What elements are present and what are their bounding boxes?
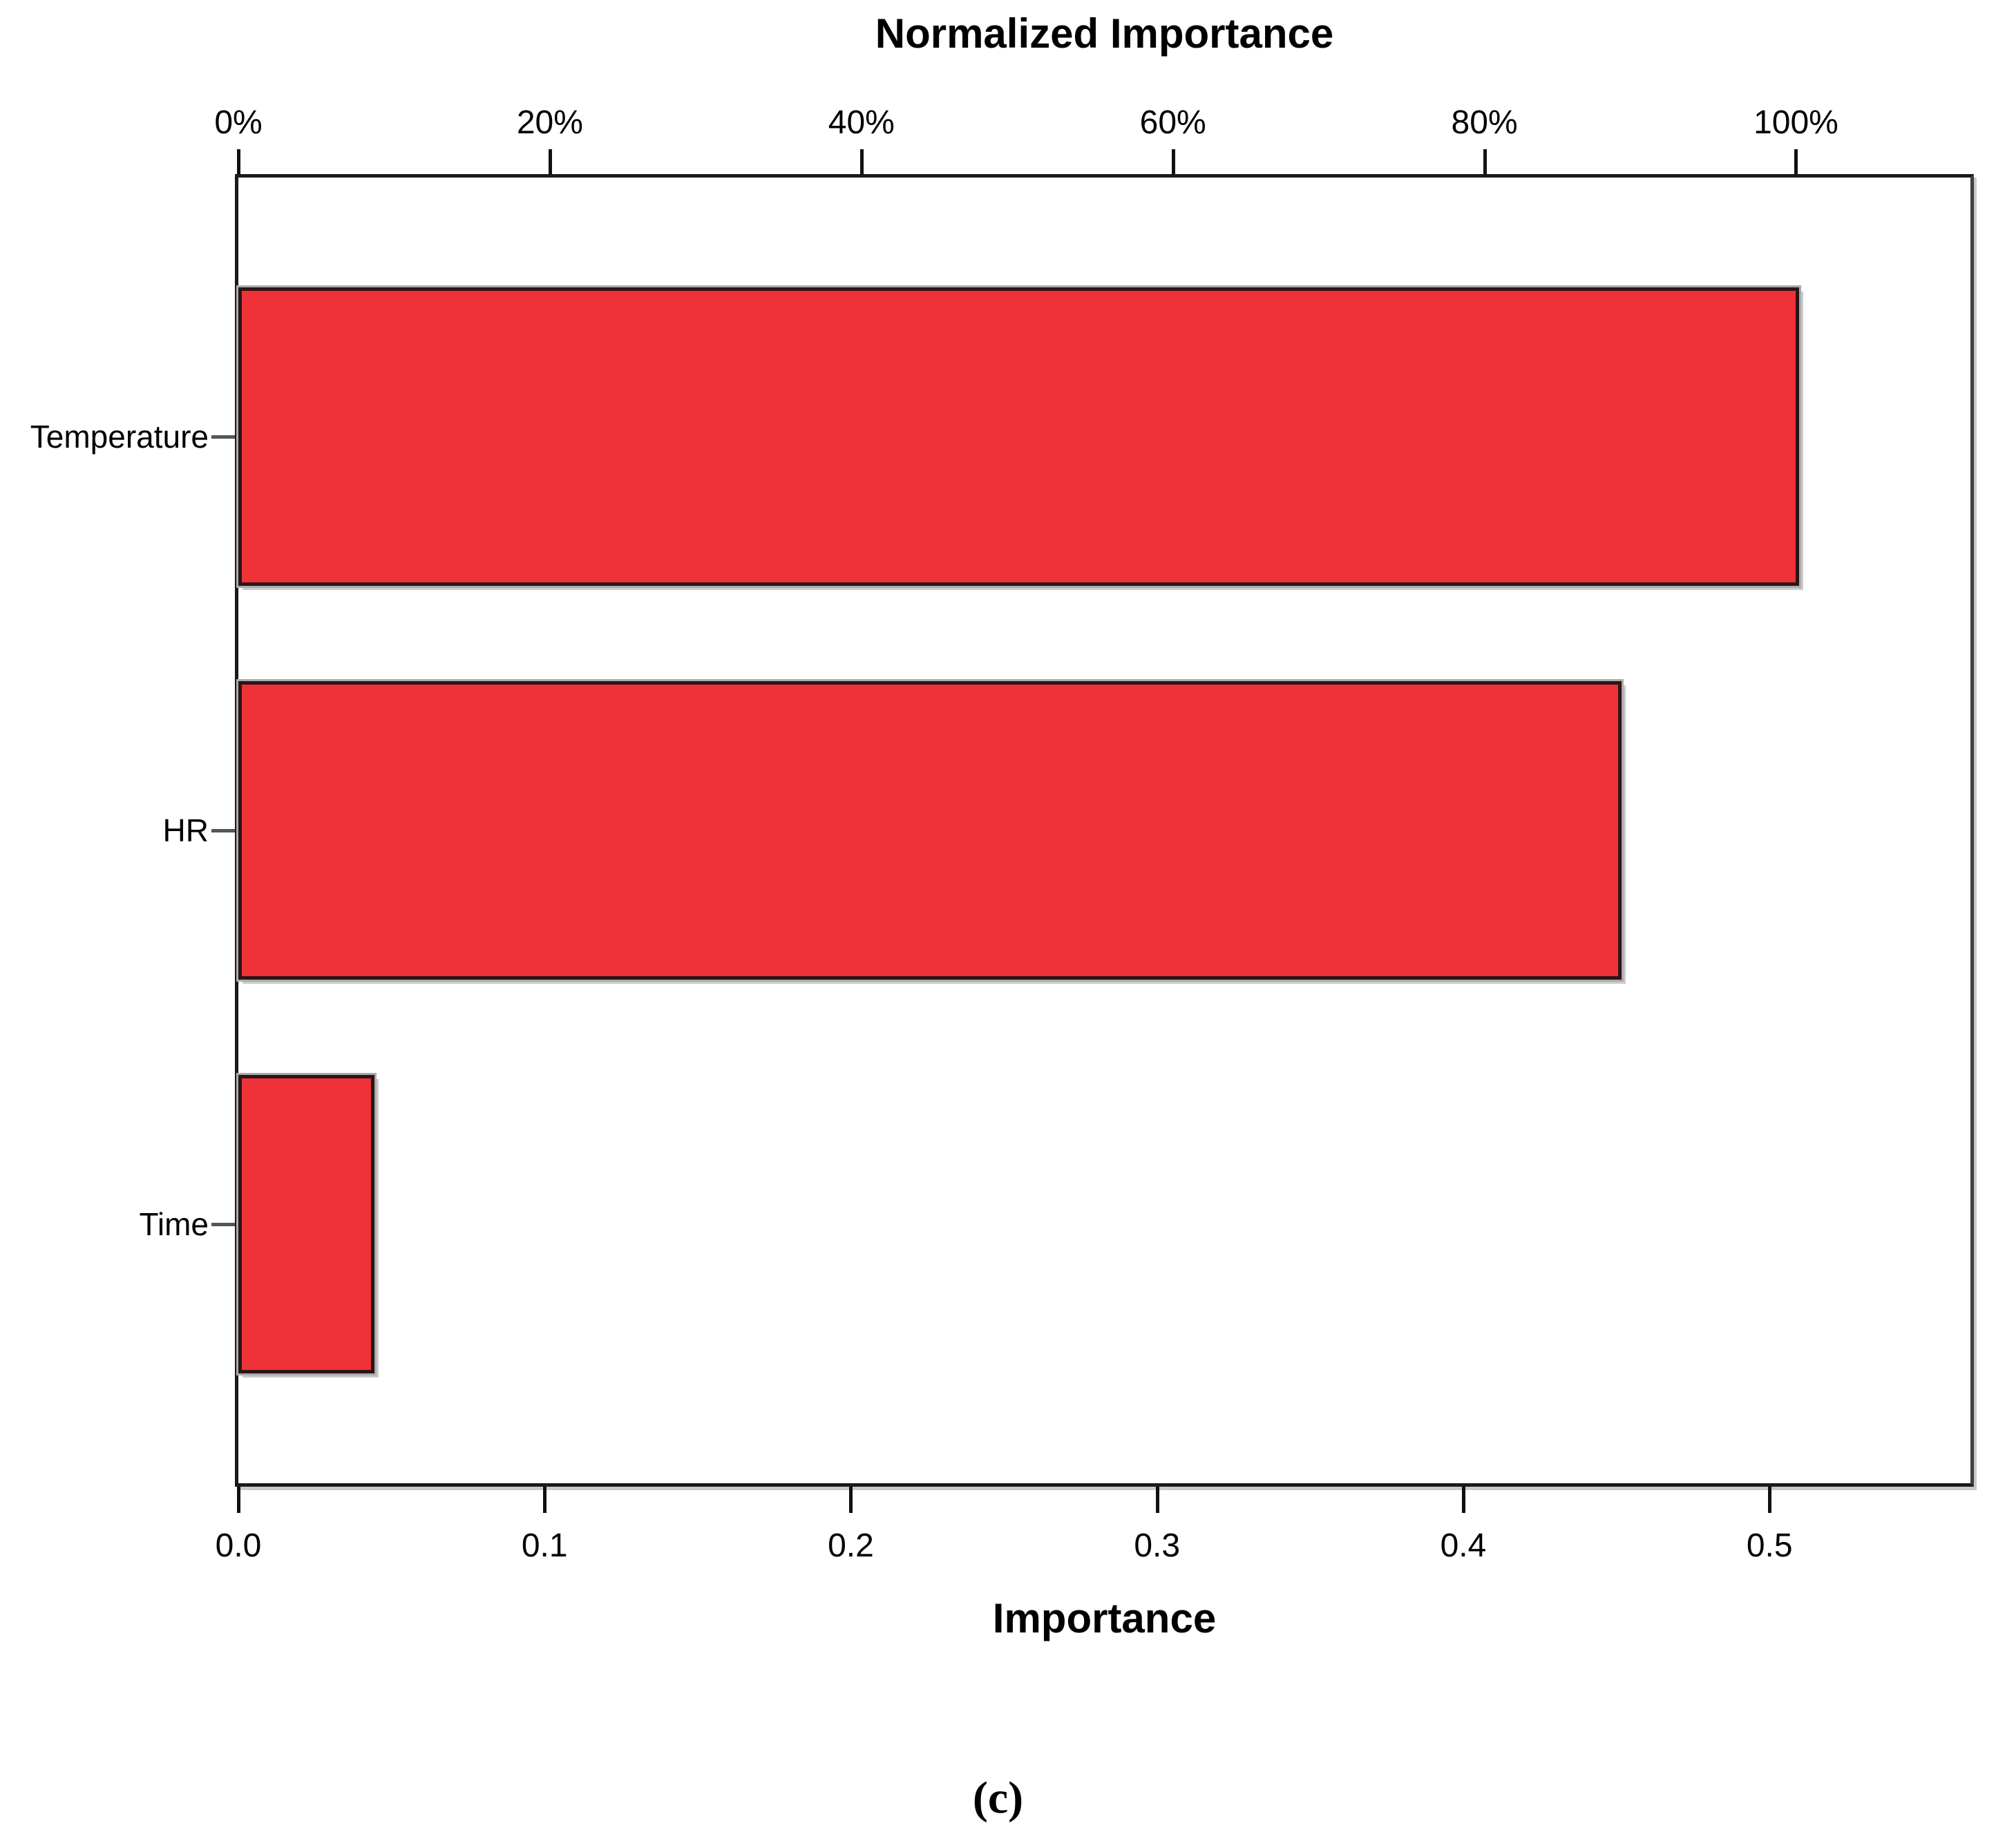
category-label-time: Time <box>139 1206 209 1242</box>
top-axis-tick <box>1483 149 1487 174</box>
category-label-hr: HR <box>162 812 209 848</box>
category-label-temperature: Temperature <box>30 419 209 455</box>
top-axis-tick-label: 80% <box>1451 104 1518 141</box>
bottom-axis-tick-label: 0.5 <box>1746 1527 1793 1564</box>
bottom-axis-tick <box>1155 1487 1159 1513</box>
bar-hr <box>238 681 1622 980</box>
chart-title: Normalized Importance <box>875 10 1334 57</box>
bar-time <box>238 1075 374 1373</box>
bottom-axis-tick <box>849 1487 853 1513</box>
top-axis-tick-label: 0% <box>214 104 263 141</box>
left-axis-tick <box>211 435 235 439</box>
bar-temperature <box>238 287 1800 586</box>
figure-caption: (c) <box>972 1773 1024 1823</box>
bottom-axis-tick <box>237 1487 240 1513</box>
bottom-axis-tick <box>543 1487 547 1513</box>
left-axis-tick <box>211 1223 235 1226</box>
plot-area <box>235 174 1974 1487</box>
plot-inner <box>238 178 1970 1483</box>
bottom-axis-title: Importance <box>992 1595 1217 1641</box>
top-axis-tick <box>859 149 864 174</box>
left-axis-tick <box>211 829 235 832</box>
bottom-axis-tick-label: 0.0 <box>215 1527 262 1564</box>
bottom-axis-tick-label: 0.2 <box>828 1527 874 1564</box>
top-axis-tick-label: 100% <box>1753 104 1838 141</box>
bottom-axis-tick-label: 0.4 <box>1440 1527 1487 1564</box>
top-axis-tick <box>1794 149 1798 174</box>
top-axis-tick-label: 60% <box>1139 104 1206 141</box>
bottom-axis-tick-label: 0.3 <box>1134 1527 1181 1564</box>
top-axis-tick <box>237 149 240 174</box>
bottom-axis-tick-label: 0.1 <box>521 1527 568 1564</box>
top-axis-tick <box>1171 149 1175 174</box>
top-axis-tick-label: 40% <box>828 104 895 141</box>
top-axis-tick <box>548 149 552 174</box>
top-axis-tick-label: 20% <box>516 104 583 141</box>
bottom-axis-tick <box>1768 1487 1772 1513</box>
bottom-axis-tick <box>1461 1487 1465 1513</box>
